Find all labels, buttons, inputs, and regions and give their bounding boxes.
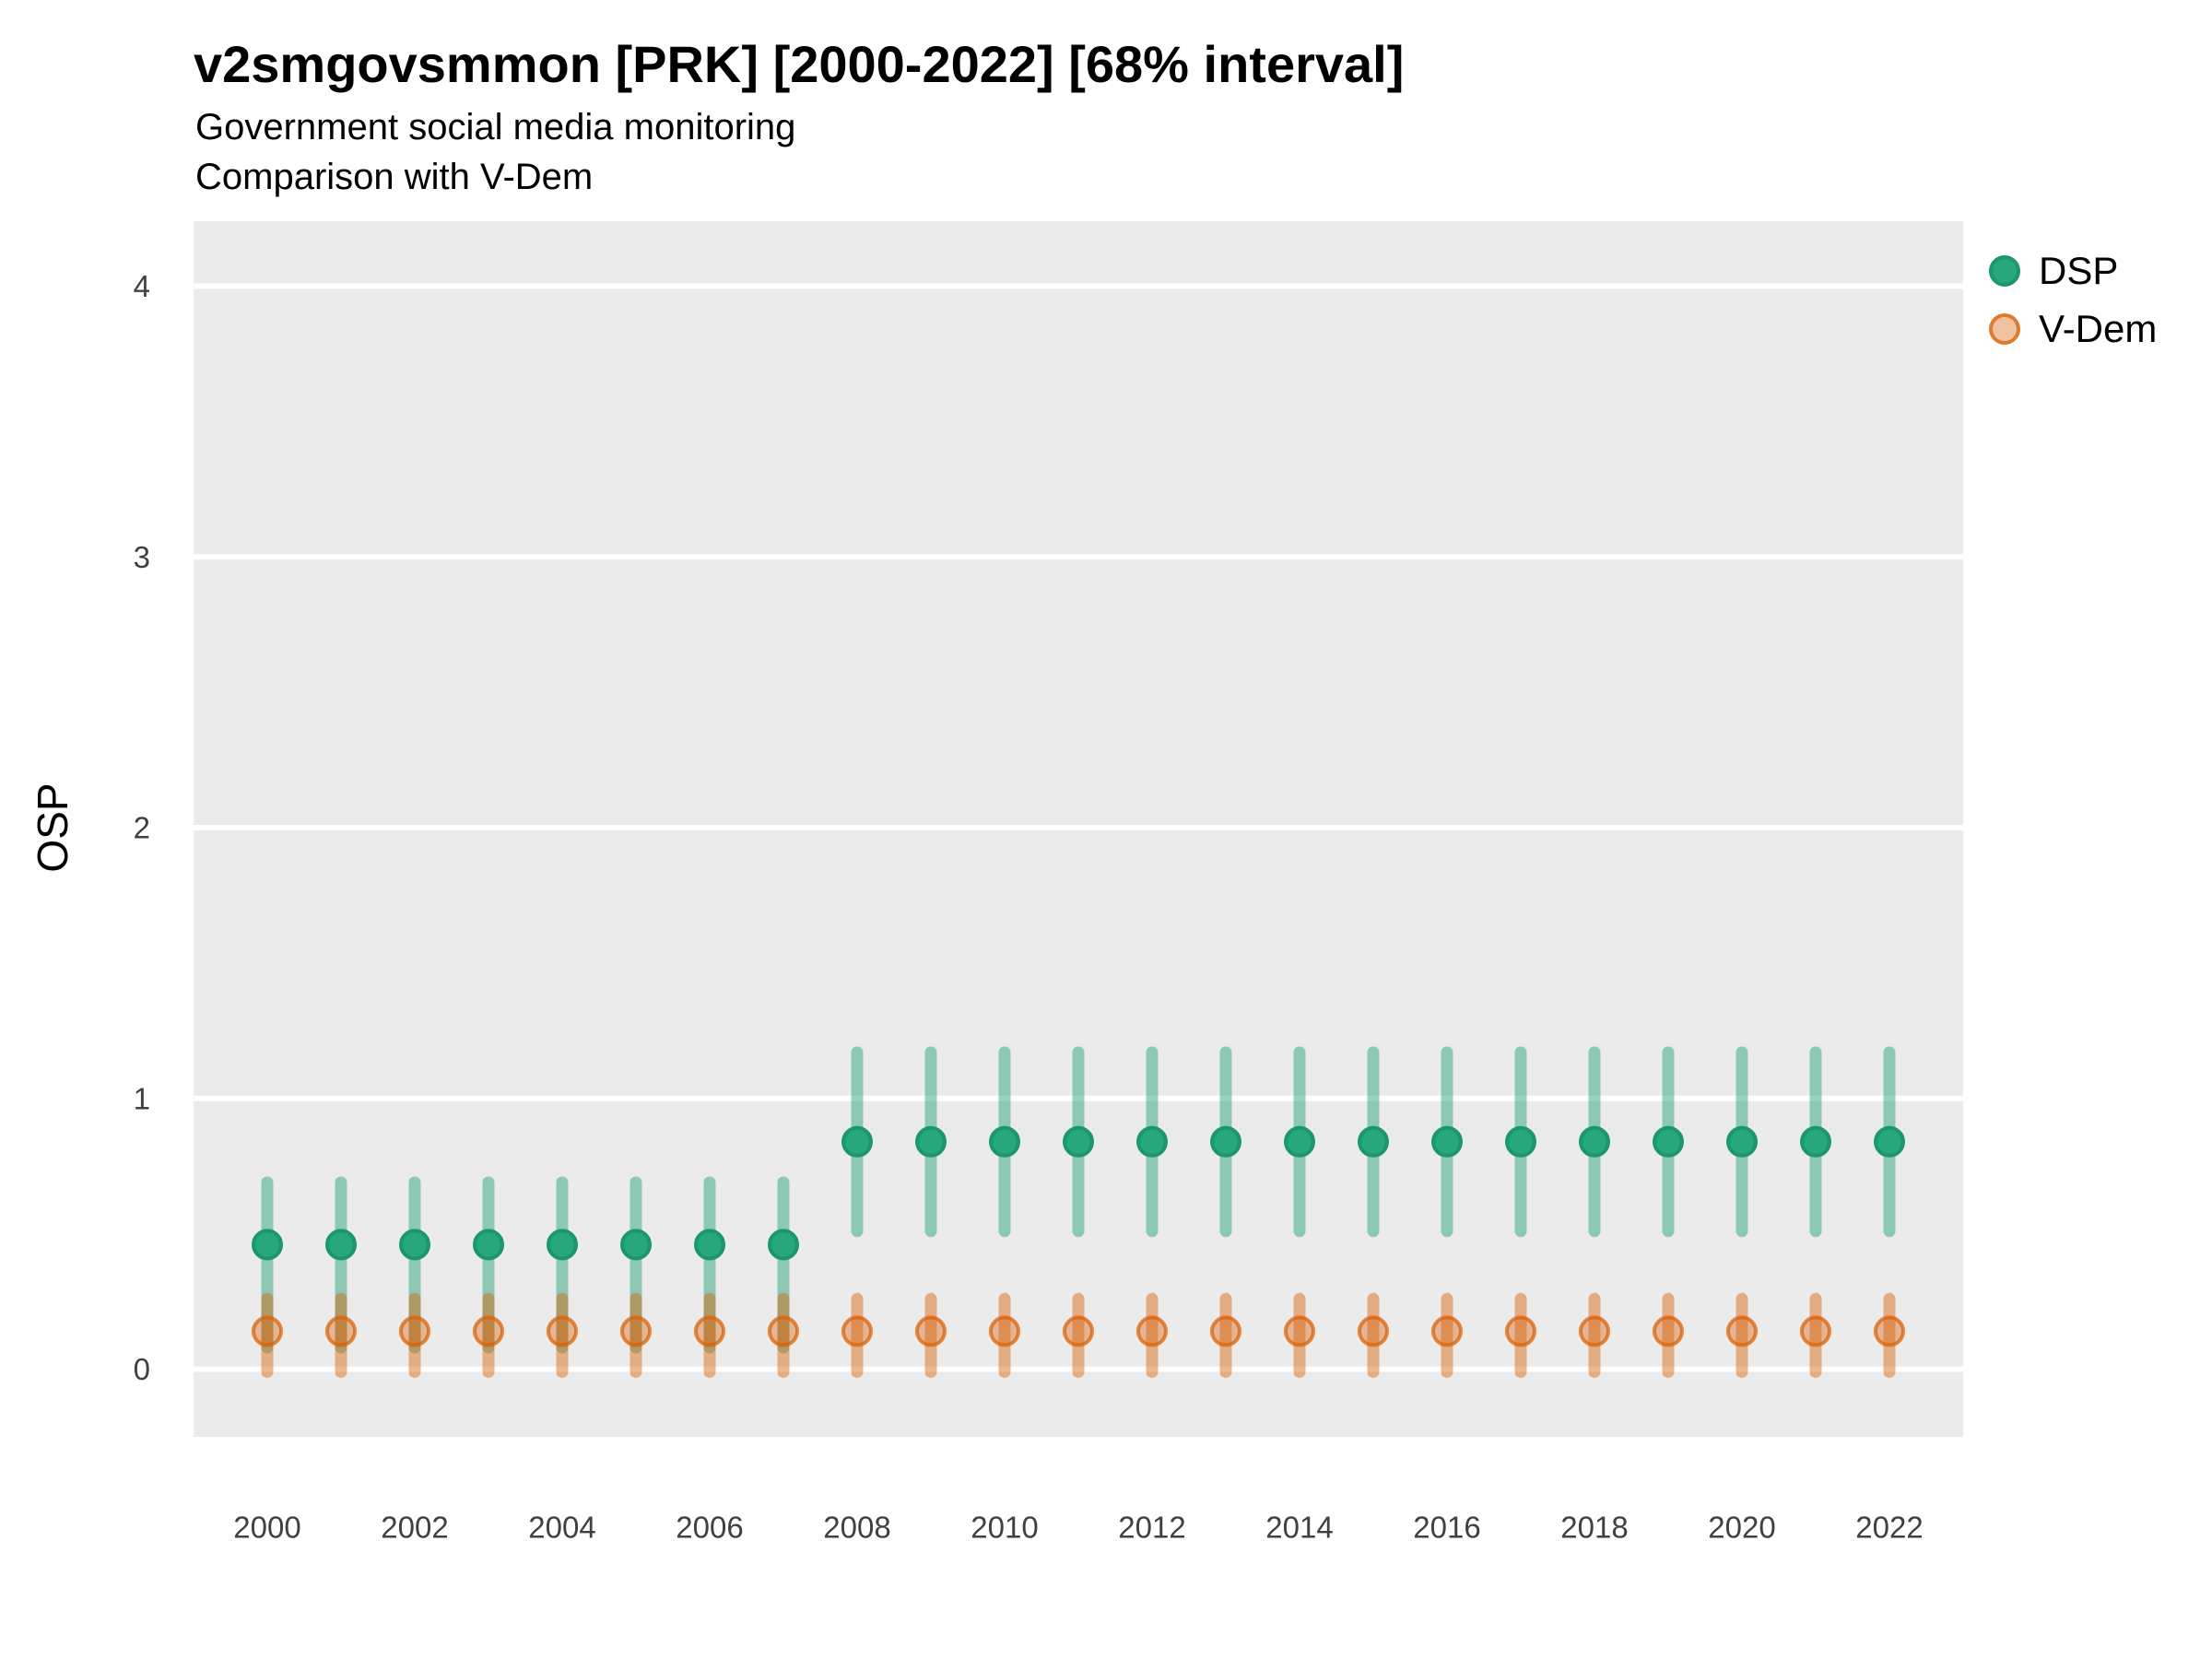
x-tick-label-2016: 2016 (1413, 1511, 1480, 1545)
dsp-point-2008 (841, 1125, 873, 1158)
y-tick-label-0: 0 (134, 1352, 150, 1386)
y-tick-label-2: 2 (134, 811, 150, 845)
vdem-point-2000 (252, 1315, 283, 1347)
vdem-point-2015 (1358, 1315, 1389, 1347)
dsp-point-2012 (1136, 1125, 1168, 1158)
vdem-point-2016 (1431, 1315, 1463, 1347)
dsp-point-2021 (1800, 1125, 1831, 1158)
x-tick-label-2010: 2010 (971, 1511, 1038, 1545)
dsp-legend-marker-icon (1989, 254, 2020, 287)
vdem-point-2017 (1505, 1315, 1536, 1347)
vdem-point-2003 (473, 1315, 504, 1347)
vdem-point-2007 (768, 1315, 799, 1347)
vdem-point-2010 (989, 1315, 1020, 1347)
dsp-point-2011 (1063, 1125, 1094, 1158)
y-tick-label-3: 3 (134, 540, 150, 574)
x-tick-label-2018: 2018 (1560, 1511, 1628, 1545)
dsp-point-2005 (620, 1229, 652, 1261)
dsp-point-2004 (547, 1229, 578, 1261)
x-tick-label-2000: 2000 (233, 1511, 300, 1545)
vdem-legend-marker-icon (1989, 312, 2020, 345)
chart-subtitle-line2: Comparison with V-Dem (195, 157, 594, 197)
dsp-point-2016 (1431, 1125, 1463, 1158)
legend-item-dsp: DSP (1989, 245, 2157, 296)
y-tick-label-1: 1 (134, 1081, 150, 1115)
vdem-point-2001 (325, 1315, 357, 1347)
vdem-point-2020 (1726, 1315, 1758, 1347)
dsp-point-2015 (1358, 1125, 1389, 1158)
dsp-point-2006 (694, 1229, 725, 1261)
dsp-point-2010 (989, 1125, 1020, 1158)
dsp-point-2022 (1874, 1125, 1905, 1158)
x-tick-label-2008: 2008 (823, 1511, 890, 1545)
vdem-point-2012 (1136, 1315, 1168, 1347)
x-tick-label-2004: 2004 (528, 1511, 595, 1545)
dsp-point-2002 (399, 1229, 430, 1261)
x-tick-label-2012: 2012 (1118, 1511, 1185, 1545)
dsp-point-2000 (252, 1229, 283, 1261)
y-tick-label-4: 4 (134, 269, 150, 303)
vdem-point-2011 (1063, 1315, 1094, 1347)
vdem-point-2022 (1874, 1315, 1905, 1347)
vdem-point-2006 (694, 1315, 725, 1347)
x-tick-label-2006: 2006 (676, 1511, 743, 1545)
x-tick-label-2002: 2002 (381, 1511, 448, 1545)
legend: DSP V-Dem (1989, 245, 2157, 354)
vdem-point-2018 (1579, 1315, 1610, 1347)
legend-label-vdem: V-Dem (2039, 306, 2158, 350)
vdem-point-2021 (1800, 1315, 1831, 1347)
legend-label-dsp: DSP (2039, 248, 2119, 292)
vdem-point-2004 (547, 1315, 578, 1347)
vdem-point-2014 (1284, 1315, 1315, 1347)
dsp-point-2001 (325, 1229, 357, 1261)
legend-item-vdem: V-Dem (1989, 303, 2157, 354)
dsp-point-2007 (768, 1229, 799, 1261)
vdem-point-2008 (841, 1315, 873, 1347)
dsp-point-2014 (1284, 1125, 1315, 1158)
dsp-point-2009 (915, 1125, 947, 1158)
vdem-point-2005 (620, 1315, 652, 1347)
dsp-point-2013 (1210, 1125, 1241, 1158)
chart-subtitle-line1: Government social media monitoring (195, 107, 796, 147)
vdem-point-2002 (399, 1315, 430, 1347)
chart-title: v2smgovsmmon [PRK] [2000-2022] [68% inte… (194, 35, 1405, 93)
dsp-point-2019 (1653, 1125, 1684, 1158)
vdem-point-2013 (1210, 1315, 1241, 1347)
dsp-point-2003 (473, 1229, 504, 1261)
x-tick-label-2022: 2022 (1855, 1511, 1923, 1545)
dsp-point-2020 (1726, 1125, 1758, 1158)
vdem-point-2009 (915, 1315, 947, 1347)
x-tick-label-2020: 2020 (1708, 1511, 1775, 1545)
dsp-point-2018 (1579, 1125, 1610, 1158)
dsp-point-2017 (1505, 1125, 1536, 1158)
vdem-point-2019 (1653, 1315, 1684, 1347)
x-tick-label-2014: 2014 (1265, 1511, 1333, 1545)
